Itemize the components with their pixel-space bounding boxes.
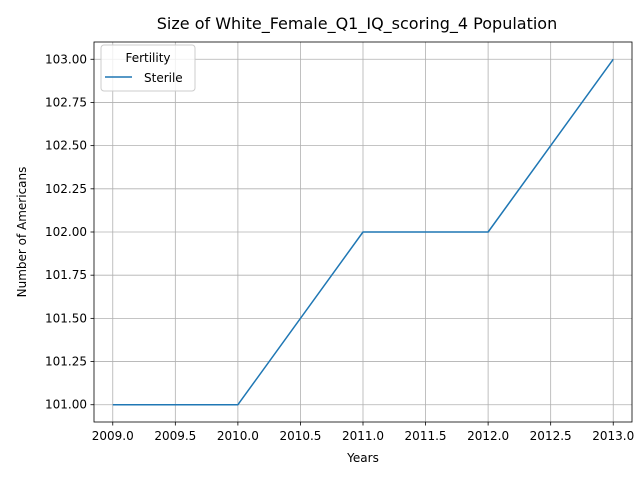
- series-layer: [112, 58, 614, 406]
- x-tick-label: 2009.5: [154, 429, 196, 443]
- x-tick-label: 2009.0: [92, 429, 134, 443]
- y-tick-label: 101.50: [45, 311, 87, 325]
- x-tick-label: 2010.5: [279, 429, 321, 443]
- legend-title: Fertility: [125, 51, 170, 65]
- y-axis-label: Number of Americans: [15, 167, 29, 298]
- y-tick-label: 103.00: [45, 52, 87, 66]
- x-tick-label: 2012.0: [467, 429, 509, 443]
- x-tick-label: 2011.0: [342, 429, 384, 443]
- legend-box: [100, 44, 196, 92]
- x-tick-label: 2011.5: [405, 429, 447, 443]
- y-tick-label: 101.75: [45, 268, 87, 282]
- legend-entry-label: Sterile: [144, 71, 183, 85]
- y-tick-label: 101.00: [45, 398, 87, 412]
- x-axis-label: Years: [346, 451, 379, 465]
- x-tick-label: 2012.5: [530, 429, 572, 443]
- y-axis-ticks: 101.00 101.25 101.50 101.75 102.00 102.25 102.…: [45, 52, 94, 412]
- y-tick-label: 102.75: [45, 95, 87, 109]
- y-tick-label: 102.25: [45, 182, 87, 196]
- legend: Fertility Sterile: [100, 44, 196, 92]
- y-tick-label: 101.25: [45, 355, 87, 369]
- y-tick-label: 102.00: [45, 225, 87, 239]
- y-tick-label: 102.50: [45, 139, 87, 153]
- x-tick-label: 2013.0: [592, 429, 634, 443]
- chart-title: Size of White_Female_Q1_IQ_scoring_4 Pop…: [157, 14, 557, 34]
- x-tick-label: 2010.0: [217, 429, 259, 443]
- series-line-sterile: [112, 58, 614, 406]
- x-axis-ticks: 2009.0 2009.5 2010.0 2010.5 2011.0 2011.5 2012…: [92, 422, 634, 443]
